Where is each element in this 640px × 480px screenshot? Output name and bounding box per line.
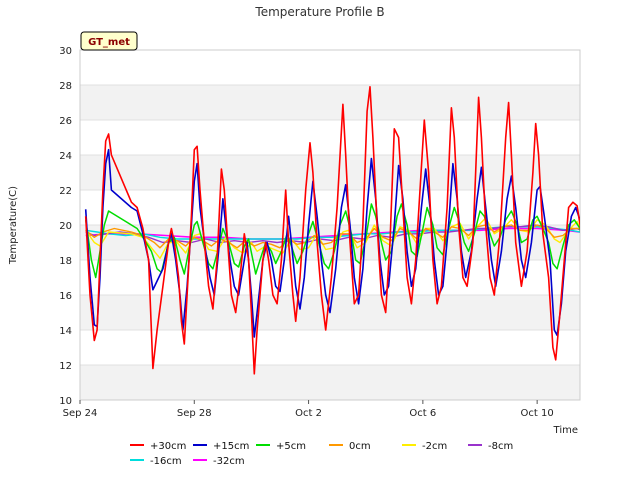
station-badge-text: GT_met xyxy=(88,37,130,48)
legend-label: -2cm xyxy=(422,441,447,452)
y-tick-label: 26 xyxy=(59,116,72,127)
y-tick-label: 10 xyxy=(59,396,72,407)
y-tick-label: 24 xyxy=(59,151,72,162)
x-tick-label: Oct 10 xyxy=(521,408,554,419)
y-tick-label: 30 xyxy=(59,46,72,57)
y-tick-label: 18 xyxy=(59,256,72,267)
legend-item: +30cm xyxy=(130,441,186,452)
legend-item: +5cm xyxy=(256,441,306,452)
legend-label: +15cm xyxy=(213,441,249,452)
legend-label: 0cm xyxy=(349,441,371,452)
grid-band xyxy=(80,85,580,120)
legend-label: +5cm xyxy=(276,441,306,452)
legend-item: -8cm xyxy=(468,441,513,452)
x-tick-label: Oct 6 xyxy=(409,408,436,419)
legend-label: +30cm xyxy=(150,441,186,452)
y-tick-label: 12 xyxy=(59,361,72,372)
y-tick-label: 22 xyxy=(59,186,72,197)
x-tick-label: Sep 28 xyxy=(177,408,212,419)
legend-item: -32cm xyxy=(193,456,245,467)
grid-band xyxy=(80,155,580,190)
legend-item: -16cm xyxy=(130,456,182,467)
legend: +30cm +15cm +5cm 0cm -2cm -8cm -16cm -32cm xyxy=(130,441,513,467)
legend-item: -2cm xyxy=(402,441,447,452)
legend-label: -8cm xyxy=(488,441,513,452)
legend-item: +15cm xyxy=(193,441,249,452)
chart-title: Temperature Profile B xyxy=(254,5,384,19)
station-badge: GT_met xyxy=(80,31,138,51)
y-tick-label: 20 xyxy=(59,221,72,232)
legend-label: -16cm xyxy=(150,456,182,467)
y-axis-label: Temperature(C) xyxy=(8,186,19,265)
series-line-30cm xyxy=(84,86,580,375)
y-tick-label: 28 xyxy=(59,81,72,92)
legend-item: 0cm xyxy=(329,441,371,452)
grid-band xyxy=(80,365,580,400)
y-tick-label: 14 xyxy=(59,326,72,337)
x-axis-label: Time xyxy=(553,425,578,436)
x-tick-label: Sep 24 xyxy=(63,408,98,419)
legend-label: -32cm xyxy=(213,456,245,467)
y-tick-label: 16 xyxy=(59,291,72,302)
x-tick-label: Oct 2 xyxy=(295,408,322,419)
